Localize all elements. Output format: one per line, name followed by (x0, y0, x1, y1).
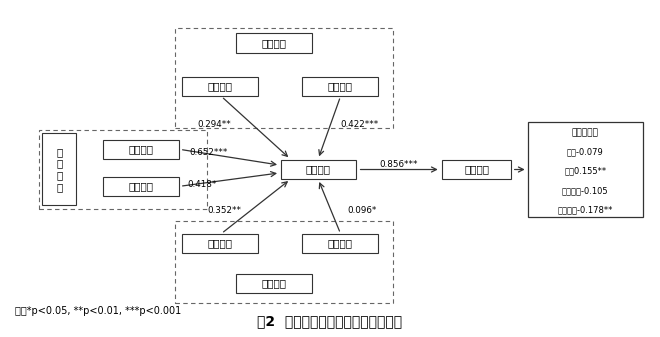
Bar (236, 33, 312, 53)
Text: 信息质量: 信息质量 (328, 82, 352, 92)
Bar (182, 234, 257, 253)
Text: 自我效能: 自我效能 (128, 144, 153, 154)
Bar (175, 220, 393, 303)
Text: 感知有用: 感知有用 (207, 82, 232, 92)
Text: 图2  结构方程模型的标准化路径系数: 图2 结构方程模型的标准化路径系数 (257, 314, 403, 328)
Bar (302, 234, 378, 253)
Text: 分享意愿: 分享意愿 (306, 164, 331, 175)
Text: 自感健康-0.178**: 自感健康-0.178** (558, 205, 613, 214)
Text: 0.294**: 0.294** (198, 120, 232, 129)
Text: 社会支持: 社会支持 (207, 238, 232, 248)
Bar (442, 160, 511, 179)
Bar (39, 130, 207, 209)
Text: 群聚效应: 群聚效应 (328, 238, 352, 248)
Text: 0.096*: 0.096* (347, 206, 376, 215)
Text: 性别-0.079: 性别-0.079 (567, 148, 604, 157)
Bar (527, 122, 643, 217)
Text: 0.652***: 0.652*** (189, 148, 227, 157)
Text: 注：*p<0.05, **p<0.01, ***p<0.001: 注：*p<0.05, **p<0.01, ***p<0.001 (15, 306, 182, 316)
Text: 控制变量：: 控制变量： (572, 128, 599, 137)
Text: 分享行为: 分享行为 (464, 164, 489, 175)
Text: 态度因素: 态度因素 (262, 38, 287, 48)
Text: 0.418*: 0.418* (187, 180, 216, 189)
Bar (302, 77, 378, 96)
Bar (175, 28, 393, 128)
Text: 0.352**: 0.352** (208, 206, 242, 215)
Bar (103, 177, 178, 196)
Text: 年龄0.155**: 年龄0.155** (564, 167, 607, 176)
Text: 环境因素: 环境因素 (262, 279, 287, 288)
Text: 教育程度-0.105: 教育程度-0.105 (562, 186, 609, 195)
Text: 价
值
因
素: 价 值 因 素 (56, 147, 63, 192)
Text: 0.422***: 0.422*** (341, 120, 379, 129)
Bar (236, 274, 312, 293)
Text: 感知收益: 感知收益 (128, 181, 153, 191)
Bar (280, 160, 356, 179)
Bar (103, 140, 178, 159)
Bar (42, 133, 77, 206)
Bar (182, 77, 257, 96)
Text: 0.856***: 0.856*** (379, 160, 418, 169)
